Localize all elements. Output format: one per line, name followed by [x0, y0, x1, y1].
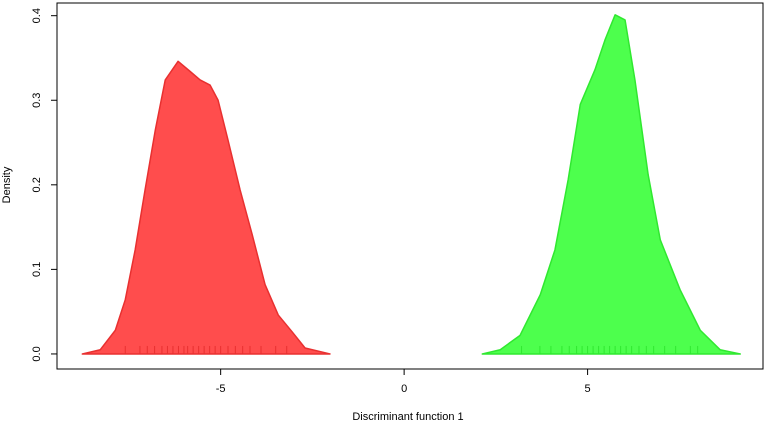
- y-tick-label: 0.2: [31, 177, 43, 192]
- density-area: [481, 14, 741, 355]
- density-area: [81, 60, 331, 355]
- x-tick-label: 5: [585, 383, 591, 395]
- x-tick-label: -5: [216, 383, 226, 395]
- x-axis-title: Discriminant function 1: [352, 411, 463, 423]
- y-tick-label: 0.4: [31, 8, 43, 23]
- y-tick-label: 0.3: [31, 93, 43, 108]
- y-axis-title: Density: [1, 166, 13, 203]
- y-tick-label: 0.1: [31, 262, 43, 277]
- y-tick-label: 0.0: [31, 346, 43, 361]
- x-tick-label: 0: [401, 383, 407, 395]
- plot-frame: [56, 2, 764, 370]
